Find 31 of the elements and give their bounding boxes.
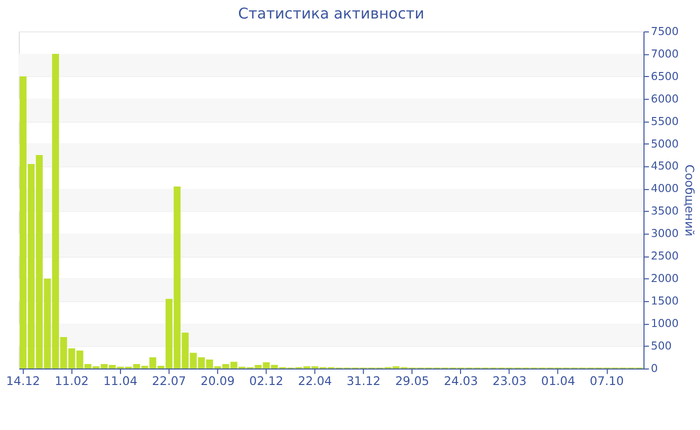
- y-tick-label: 6500: [650, 70, 679, 83]
- y-tick-label: 2000: [650, 272, 679, 286]
- y-tick-label: 0: [650, 362, 658, 375]
- y-tick-label: 3500: [650, 204, 679, 218]
- x-tick-label: 02.12: [249, 374, 284, 388]
- x-tick-label: 23.03: [492, 374, 527, 388]
- y-tick-label: 1000: [650, 317, 679, 330]
- y-tick-label: 3000: [650, 227, 679, 240]
- y-tick-label: 4000: [650, 182, 679, 196]
- y-tick-label: 4500: [650, 160, 679, 173]
- y-tick-label: 500: [650, 340, 672, 353]
- x-tick-label: 01.04: [541, 374, 576, 388]
- x-tick-label: 24.03: [444, 374, 478, 388]
- chart-title: Статистика активности: [238, 4, 424, 23]
- y-tick-label: 7500: [650, 24, 679, 38]
- x-tick-label: 31.12: [346, 374, 381, 388]
- y-tick-label: 5000: [650, 137, 679, 150]
- x-tick-label: 11.02: [54, 374, 89, 388]
- x-tick-label: 22.07: [152, 374, 186, 388]
- x-tick-label: 22.04: [298, 374, 332, 388]
- x-tick-label: 29.05: [395, 374, 430, 388]
- x-tick-label: 14.12: [6, 374, 40, 388]
- y-tick-label: 2500: [650, 250, 679, 263]
- y-tick-label: 7000: [650, 47, 679, 60]
- x-tick-label: 07.10: [590, 374, 624, 388]
- y-tick-label: 5500: [650, 114, 679, 128]
- x-tick-label: 20.09: [200, 374, 235, 388]
- y-tick-label: 1500: [650, 294, 679, 308]
- y-axis-title: Сообщений: [682, 164, 697, 236]
- y-tick-label: 6000: [650, 92, 679, 106]
- x-tick-label: 11.04: [103, 374, 138, 388]
